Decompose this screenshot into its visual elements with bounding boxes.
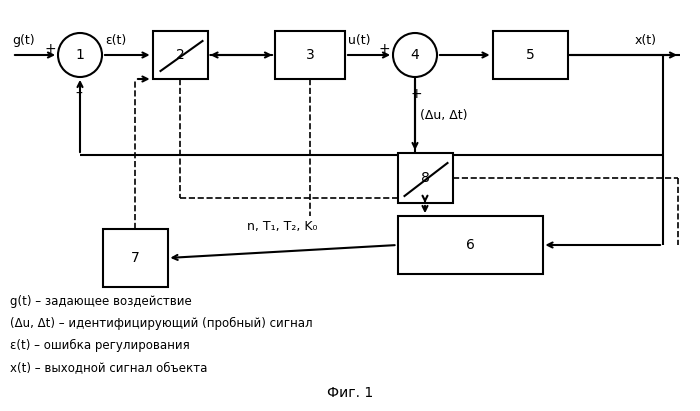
Bar [275, 31, 345, 79]
Text: ε(t) – ошибка регулирования: ε(t) – ошибка регулирования [10, 339, 190, 352]
Text: Фиг. 1: Фиг. 1 [327, 386, 373, 400]
Circle shape [393, 33, 437, 77]
Text: g(t) – задающее воздействие: g(t) – задающее воздействие [10, 295, 192, 308]
Text: 7: 7 [131, 251, 139, 265]
Bar [102, 229, 167, 287]
Text: u(t): u(t) [348, 34, 370, 47]
Text: 1: 1 [76, 48, 85, 62]
Text: (Δu, Δt) – идентифицирующий (пробный) сигнал: (Δu, Δt) – идентифицирующий (пробный) си… [10, 317, 313, 330]
Bar [398, 153, 452, 203]
Text: 2: 2 [176, 48, 184, 62]
Text: (Δu, Δt): (Δu, Δt) [420, 109, 468, 122]
Text: 8: 8 [421, 171, 429, 185]
Text: +: + [379, 42, 391, 56]
Text: x(t): x(t) [635, 34, 657, 47]
Text: 3: 3 [306, 48, 314, 62]
Circle shape [58, 33, 102, 77]
Text: 6: 6 [466, 238, 475, 252]
Bar [493, 31, 568, 79]
Text: 5: 5 [526, 48, 534, 62]
Text: n, T₁, T₂, K₀: n, T₁, T₂, K₀ [247, 220, 318, 233]
Text: –: – [75, 87, 82, 101]
Text: ε(t): ε(t) [105, 34, 126, 47]
Text: g(t): g(t) [12, 34, 34, 47]
Text: x(t) – выходной сигнал объекта: x(t) – выходной сигнал объекта [10, 361, 207, 374]
Text: +: + [410, 87, 421, 101]
Text: 4: 4 [411, 48, 419, 62]
Text: +: + [44, 42, 55, 56]
Bar [398, 216, 542, 274]
Bar [153, 31, 207, 79]
